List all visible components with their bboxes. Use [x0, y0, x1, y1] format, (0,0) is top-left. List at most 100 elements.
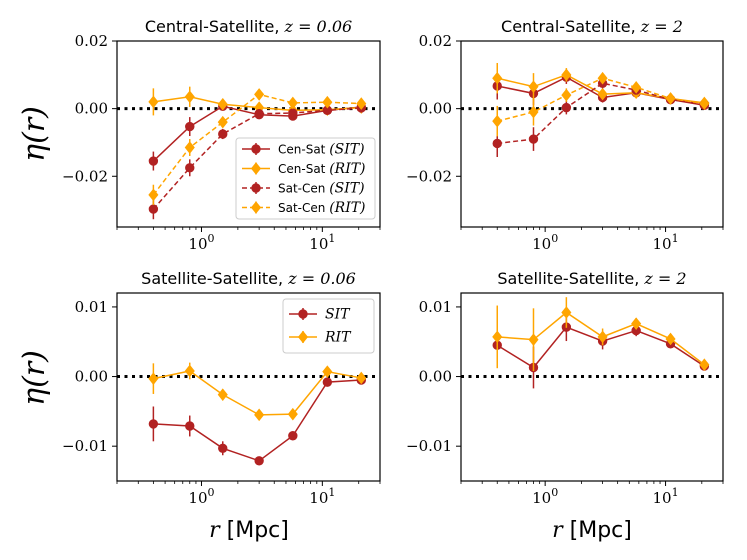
- data-point: [561, 306, 572, 319]
- data-point: [322, 95, 333, 109]
- x-axis-label-unit: [Mpc]: [227, 518, 289, 543]
- data-point: [699, 358, 710, 372]
- panel-title-text: Central-Satellite,: [501, 17, 641, 36]
- x-tick-base: 10: [309, 489, 328, 507]
- data-point: [148, 419, 159, 429]
- data-point: [597, 87, 608, 101]
- panel-title: Satellite-Satellite, z = 0.06: [141, 269, 356, 288]
- x-tick-label: 100: [532, 232, 558, 253]
- data-point: [218, 443, 228, 453]
- panel-4: Satellite-Satellite, z = 2 −0.01 0.00 0.01 1…: [406, 269, 724, 507]
- x-tick-base: 10: [653, 489, 672, 507]
- data-point: [184, 141, 195, 154]
- data-point: [148, 95, 159, 109]
- y-tick-label: 0.00: [75, 368, 108, 386]
- data-point: [148, 156, 159, 166]
- x-tick-base: 10: [188, 235, 207, 253]
- y-tick-label: 0.00: [75, 100, 108, 118]
- data-point: [356, 371, 367, 385]
- y-tick-label: −0.01: [62, 437, 108, 455]
- data-point: [528, 80, 539, 93]
- x-axis-label-var: r: [552, 518, 570, 543]
- axes-frame: [460, 40, 724, 228]
- data-point: [492, 138, 502, 149]
- data-point: [528, 333, 539, 346]
- data-point: [597, 71, 608, 85]
- x-axis-label: r [Mpc]: [209, 518, 289, 543]
- axes-frame: [460, 292, 724, 482]
- data-point: [185, 163, 195, 173]
- data-point: [185, 421, 195, 431]
- data-point: [184, 364, 195, 378]
- series-1: [492, 313, 710, 389]
- data-point: [561, 88, 572, 102]
- legend-label-name: Cen-Sat: [278, 162, 329, 176]
- legend-marker: [251, 183, 261, 193]
- data-point: [217, 97, 228, 111]
- x-tick-base: 10: [532, 489, 551, 507]
- legend-label: Sat-Cen (SIT): [278, 181, 365, 197]
- x-tick-exponent: 0: [208, 232, 215, 245]
- data-point: [287, 96, 298, 110]
- panel-title-math: z = 2: [643, 269, 686, 288]
- legend-label-name: Sat-Cen: [278, 182, 329, 196]
- series-4: [492, 71, 710, 137]
- data-point: [288, 108, 298, 118]
- panel-title: Satellite-Satellite, z = 2: [497, 269, 686, 288]
- legend-label-math: (RIT): [329, 200, 365, 216]
- data-point: [492, 330, 503, 344]
- panel-title-text: Satellite-Satellite,: [141, 269, 288, 288]
- data-point: [254, 456, 264, 466]
- axes-frame: [116, 40, 381, 228]
- axes-frame: [116, 292, 381, 482]
- y-axis-label: η(r): [17, 350, 52, 406]
- data-point: [148, 188, 159, 202]
- x-tick-exponent: 0: [208, 486, 215, 499]
- legend-label-name: Cen-Sat: [278, 143, 329, 157]
- x-tick-base: 10: [532, 235, 551, 253]
- panel-title-math: z = 0.06: [284, 17, 353, 36]
- data-point: [148, 204, 159, 214]
- legend-label-name: Sat-Cen: [278, 201, 329, 215]
- legend-marker: [250, 162, 262, 175]
- data-point: [492, 71, 503, 85]
- legend-box: [235, 137, 376, 220]
- legend-label-math: (SIT): [329, 181, 364, 197]
- panel-title: Central-Satellite, z = 0.06: [145, 17, 352, 36]
- y-tick-label: −0.02: [62, 167, 108, 185]
- legend-label-math: (SIT): [329, 142, 364, 158]
- legend-marker: [250, 201, 262, 214]
- x-tick-exponent: 1: [672, 486, 679, 499]
- data-point: [148, 372, 159, 385]
- data-point: [185, 121, 195, 132]
- legend-label: SIT: [325, 307, 351, 323]
- data-point: [528, 134, 539, 144]
- legend-marker: [297, 330, 309, 344]
- data-point: [631, 317, 642, 330]
- series-2: [492, 297, 710, 372]
- data-point: [356, 97, 367, 110]
- series-line: [153, 379, 362, 462]
- y-tick-label: 0.01: [419, 298, 452, 316]
- data-point: [699, 97, 710, 110]
- x-tick-exponent: 1: [328, 486, 335, 499]
- data-point: [665, 92, 676, 105]
- x-tick-label: 101: [309, 486, 335, 507]
- x-tick-exponent: 1: [672, 232, 679, 245]
- panel-1: Central-Satellite, z = 0.06 −0.02 0.00 0.02…: [62, 17, 381, 253]
- y-tick-label: 0.02: [75, 32, 108, 50]
- data-point: [322, 365, 333, 378]
- y-tick-label: 0.00: [419, 100, 452, 118]
- legend-label-math: RIT: [324, 330, 352, 346]
- legend-label: RIT: [324, 330, 352, 346]
- data-point: [184, 90, 195, 104]
- x-tick-label: 101: [653, 486, 679, 507]
- data-point: [561, 68, 572, 82]
- legend-label: Cen-Sat (RIT): [278, 161, 366, 177]
- data-point: [322, 377, 333, 387]
- series-1: [148, 375, 366, 466]
- x-tick-label: 100: [188, 486, 214, 507]
- data-point: [631, 81, 642, 94]
- x-axis-label: r [Mpc]: [552, 518, 632, 543]
